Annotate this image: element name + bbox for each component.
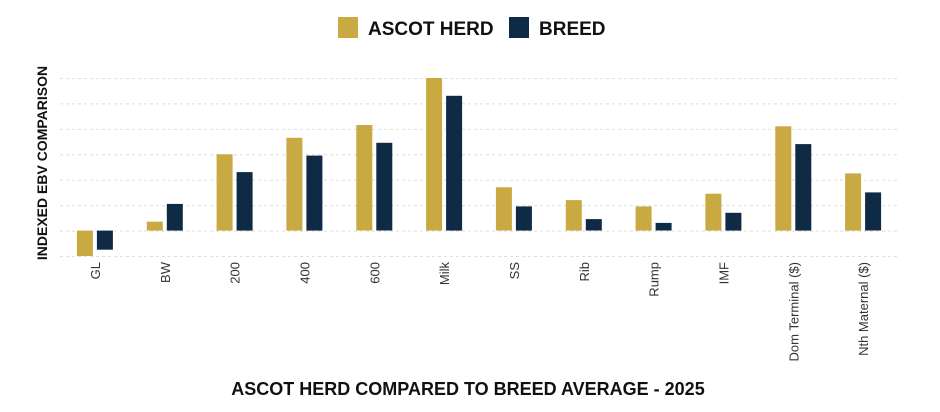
bar-ascot-herd-gl [76,230,93,256]
bar-ascot-herd-milk [426,78,443,231]
bar-breed-200 [236,172,253,231]
bar-breed-ss [515,206,532,231]
bar-ascot-herd-nth-maternal [845,173,862,231]
bar-breed-dom-terminal [795,144,812,231]
bar-breed-imf [725,212,742,231]
bar-ascot-herd-400 [286,137,303,231]
bar-breed-rib [585,219,602,231]
bar-ascot-herd-bw [146,221,163,231]
bar-ascot-herd-ss [495,187,512,231]
bar-breed-gl [96,230,113,250]
x-tick-label-600: 600 [367,262,382,284]
x-tick-label-bw: BW [158,261,173,283]
x-tick-label-200: 200 [228,262,243,284]
bar-breed-milk [446,95,463,231]
gridlines [60,78,898,257]
bars [76,78,882,256]
chart-title: ASCOT HERD COMPARED TO BREED AVERAGE - 2… [231,379,704,399]
legend-label-ascot-herd: ASCOT HERD [368,19,494,40]
bar-ascot-herd-rib [565,200,582,231]
bar-ascot-herd-dom-terminal [775,126,792,231]
bar-ascot-herd-200 [216,154,233,231]
bar-breed-600 [376,142,393,231]
bar-ascot-herd-imf [705,193,722,231]
x-tick-label-nth-maternal: Nth Maternal ($) [856,262,871,356]
bar-breed-bw [166,203,183,231]
y-axis-label: INDEXED EBV COMPARISON [34,66,50,260]
legend-swatch-breed [509,17,529,38]
bar-ascot-herd-rump [635,206,652,231]
x-tick-label-rib: Rib [577,262,592,282]
x-tick-label-imf: IMF [716,262,731,284]
bar-breed-nth-maternal [865,192,882,231]
bar-breed-rump [655,222,672,231]
x-tick-label-gl: GL [88,262,103,279]
x-tick-label-milk: Milk [437,262,452,286]
legend: ASCOT HERD BREED [338,17,606,40]
bar-ascot-herd-600 [356,125,373,231]
legend-swatch-ascot-herd [338,17,358,38]
x-tick-label-rump: Rump [647,262,662,297]
x-tick-label-400: 400 [297,262,312,284]
legend-label-breed: BREED [539,19,606,40]
x-tick-labels: GL BW 200 400 600 Milk SS Rib Rump IMF Dom Termina… [88,261,871,361]
bar-breed-400 [306,155,323,231]
x-tick-label-ss: SS [507,262,522,280]
x-tick-label-dom-terminal: Dom Terminal ($) [786,262,801,361]
